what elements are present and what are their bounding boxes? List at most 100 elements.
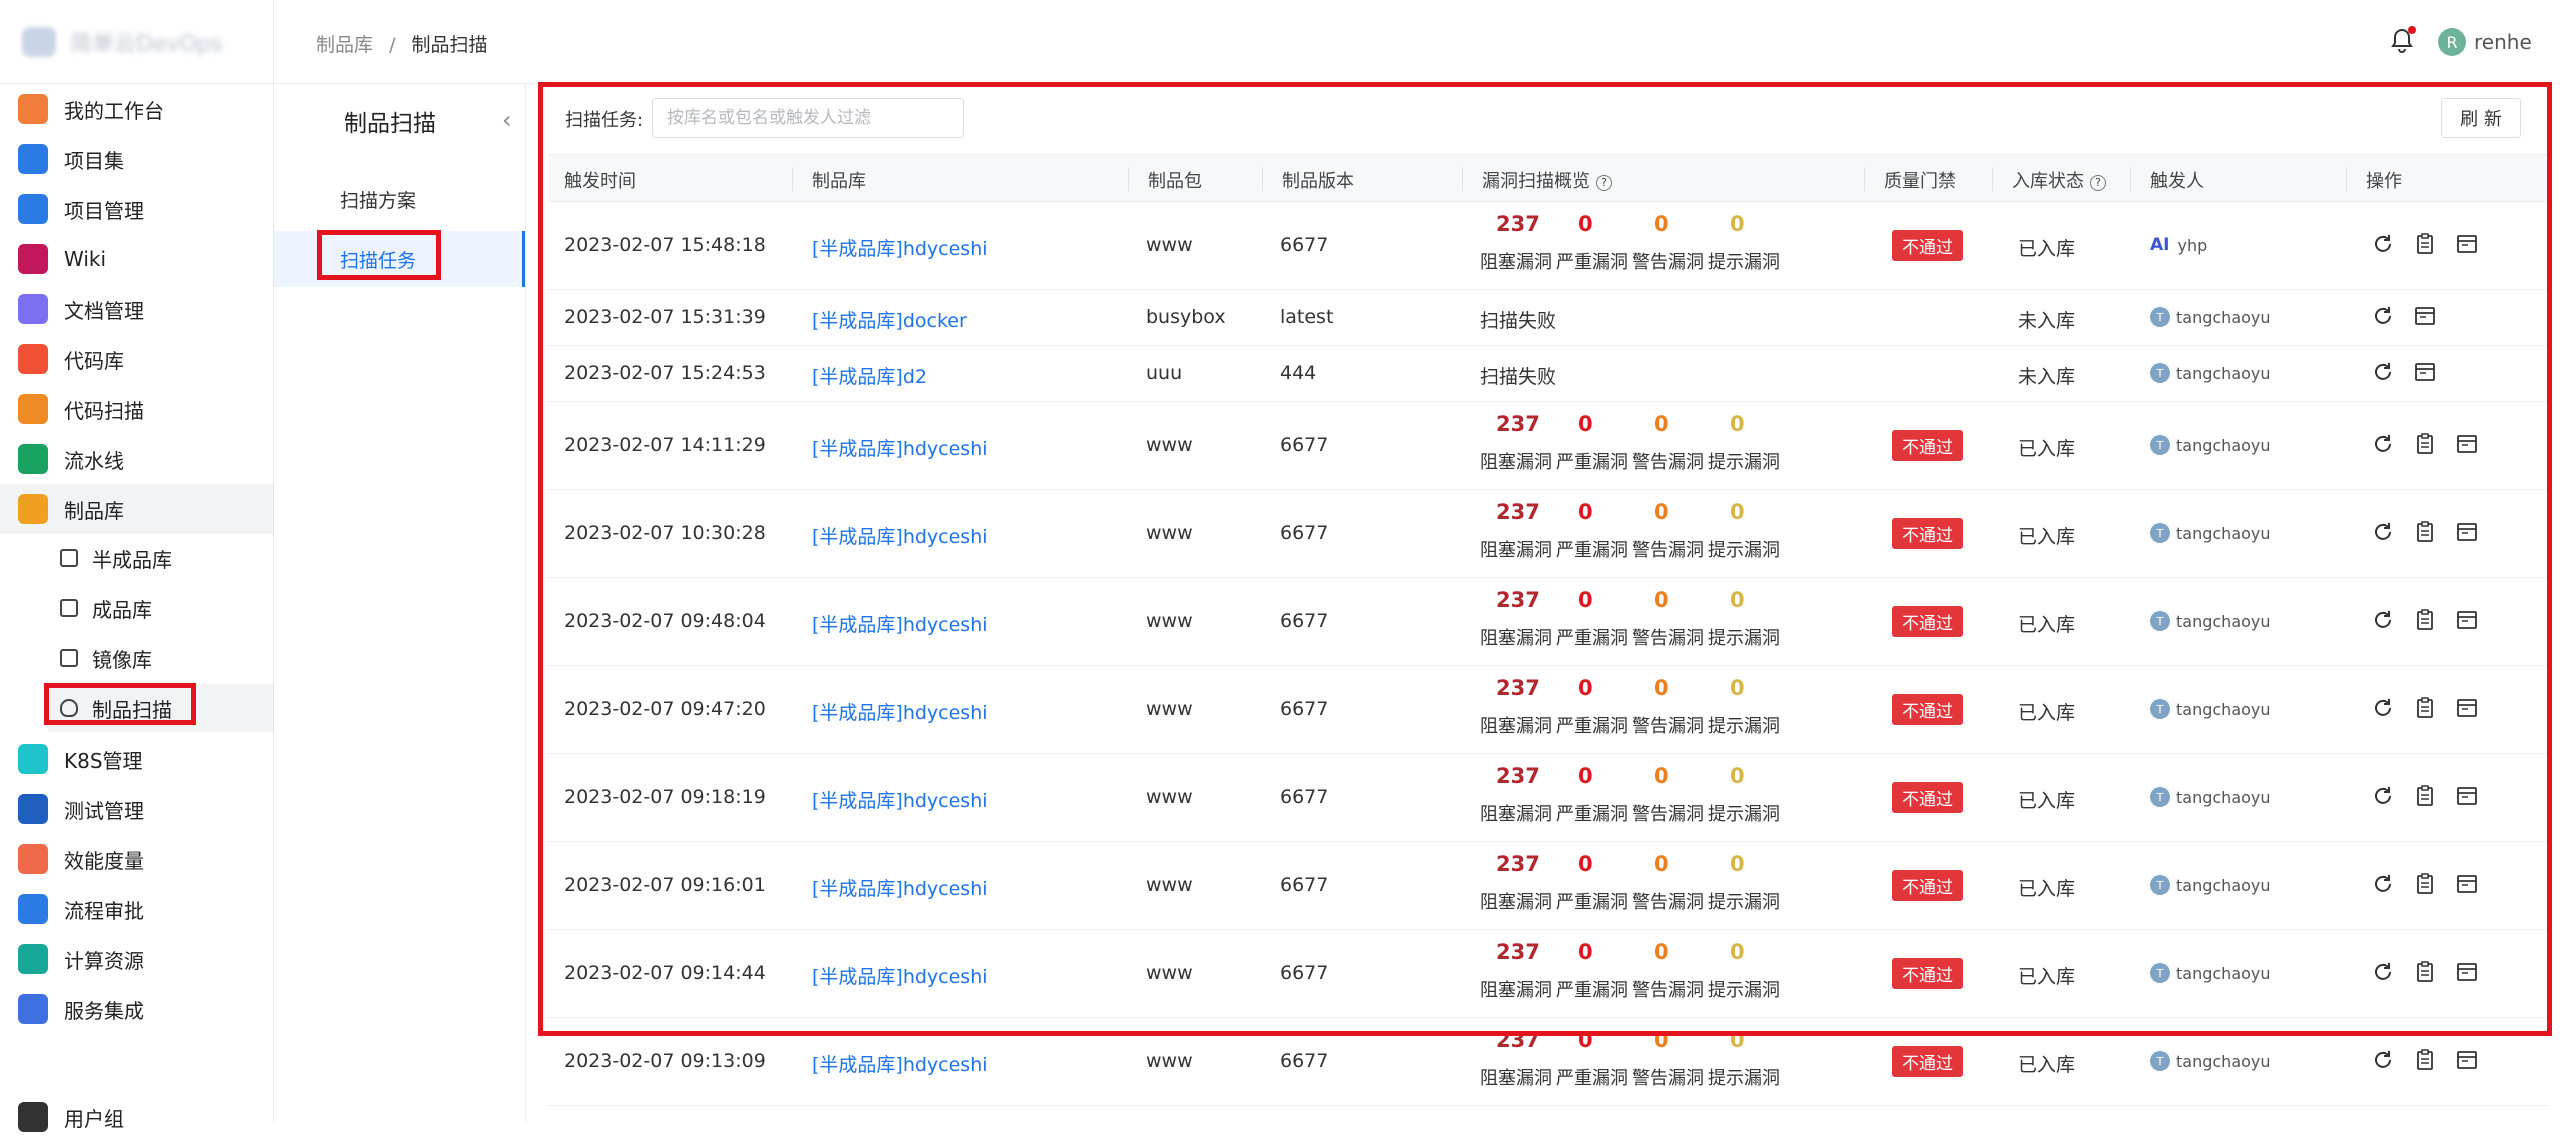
- cell-trigger-time: 2023-02-07 15:48:18: [564, 234, 766, 256]
- sidebar-subitem-label: 镜像库: [92, 647, 152, 672]
- sidebar-subitem-1[interactable]: 成品库: [48, 584, 273, 632]
- cell-repo-link[interactable]: [半成品库]hdyceshi: [812, 438, 988, 460]
- vuln-label: 严重漏洞: [1556, 892, 1628, 913]
- sidebar-item-folder[interactable]: 文档管理: [0, 284, 273, 334]
- sidebar-item-chart[interactable]: 效能度量: [0, 834, 273, 884]
- shield-icon: [60, 699, 78, 717]
- rescan-refresh-icon[interactable]: [2372, 361, 2394, 383]
- sidebar-item-label: 测试管理: [64, 798, 144, 823]
- help-circle-icon[interactable]: ?: [2090, 175, 2106, 191]
- rescan-refresh-icon[interactable]: [2372, 961, 2394, 983]
- user-avatar-icon: T: [2150, 787, 2170, 807]
- sidebar-item-scan-globe[interactable]: 代码扫描: [0, 384, 273, 434]
- sidebar-item-wiki[interactable]: Wiki: [0, 234, 273, 284]
- cell-repo-link[interactable]: [半成品库]hdyceshi: [812, 238, 988, 260]
- column-divider: [1462, 167, 1463, 191]
- sidebar-item-project-set[interactable]: 项目集: [0, 134, 273, 184]
- vuln-label: 阻塞漏洞: [1480, 716, 1552, 737]
- vuln-count: 0: [1578, 940, 1593, 964]
- cell-version: 6677: [1280, 434, 1329, 456]
- vuln-count: 237: [1496, 412, 1540, 436]
- sidebar-item-compute[interactable]: 计算资源: [0, 934, 273, 984]
- notification-bell-icon[interactable]: [2390, 26, 2416, 54]
- rescan-refresh-icon[interactable]: [2372, 233, 2394, 255]
- scan-log-icon[interactable]: [2414, 361, 2436, 383]
- menu-item-scan-plan[interactable]: 扫描方案: [340, 189, 417, 212]
- sidebar-item-chip[interactable]: 服务集成: [0, 984, 273, 1034]
- grid-icon: [60, 649, 78, 667]
- scan-log-icon[interactable]: [2456, 1049, 2478, 1071]
- rescan-refresh-icon[interactable]: [2372, 433, 2394, 455]
- scan-log-icon[interactable]: [2456, 785, 2478, 807]
- sidebar-item-label: 代码库: [64, 348, 124, 373]
- scan-log-icon[interactable]: [2456, 521, 2478, 543]
- scan-report-icon[interactable]: [2414, 521, 2436, 543]
- vuln-count: 237: [1496, 852, 1540, 876]
- cell-repo-link[interactable]: [半成品库]hdyceshi: [812, 614, 988, 636]
- scan-report-icon[interactable]: [2414, 873, 2436, 895]
- user-name[interactable]: renhe: [2474, 30, 2532, 54]
- sidebar-item-project-management[interactable]: 项目管理: [0, 184, 273, 234]
- cell-repo-link[interactable]: [半成品库]hdyceshi: [812, 1054, 988, 1076]
- rescan-refresh-icon[interactable]: [2372, 697, 2394, 719]
- scan-log-icon[interactable]: [2456, 233, 2478, 255]
- rescan-refresh-icon[interactable]: [2372, 1049, 2394, 1071]
- vuln-count: 0: [1730, 940, 1745, 964]
- cell-trigger-time: 2023-02-07 09:18:19: [564, 786, 766, 808]
- cell-repo-link[interactable]: [半成品库]hdyceshi: [812, 966, 988, 988]
- rescan-refresh-icon[interactable]: [2372, 873, 2394, 895]
- scan-report-icon[interactable]: [2414, 785, 2436, 807]
- sidebar-item-flow[interactable]: 流程审批: [0, 884, 273, 934]
- scan-report-icon[interactable]: [2414, 697, 2436, 719]
- sidebar-item-pipeline[interactable]: 流水线: [0, 434, 273, 484]
- rescan-refresh-icon[interactable]: [2372, 785, 2394, 807]
- cell-repo-link[interactable]: [半成品库]hdyceshi: [812, 790, 988, 812]
- sidebar-item-user-group[interactable]: 用户组: [0, 1092, 273, 1142]
- rescan-refresh-icon[interactable]: [2372, 521, 2394, 543]
- scan-log-icon[interactable]: [2456, 961, 2478, 983]
- rescan-refresh-icon[interactable]: [2372, 609, 2394, 631]
- scan-log-icon[interactable]: [2456, 873, 2478, 895]
- scan-report-icon[interactable]: [2414, 609, 2436, 631]
- brand-logo[interactable]: 简单云DevOps: [0, 0, 273, 84]
- cell-repo-link[interactable]: [半成品库]hdyceshi: [812, 878, 988, 900]
- sidebar-subitem-2[interactable]: 镜像库: [48, 634, 273, 682]
- rescan-refresh-icon[interactable]: [2372, 305, 2394, 327]
- cell-repo-link[interactable]: [半成品库]d2: [812, 366, 927, 388]
- scan-report-icon[interactable]: [2414, 233, 2436, 255]
- breadcrumb-item-artifact-repo[interactable]: 制品库: [316, 34, 374, 56]
- column-divider: [1992, 167, 1993, 191]
- scan-failed-text: 扫描失败: [1480, 310, 1557, 332]
- cell-repo-link[interactable]: [半成品库]docker: [812, 310, 967, 332]
- scan-log-icon[interactable]: [2456, 609, 2478, 631]
- cloud-logo-icon: [22, 26, 56, 57]
- flask-icon: [18, 794, 48, 824]
- refresh-button[interactable]: 刷 新: [2441, 98, 2521, 138]
- scan-report-icon[interactable]: [2414, 1049, 2436, 1071]
- sidebar-item-workbench[interactable]: 我的工作台: [0, 84, 273, 134]
- collapse-chevron-icon[interactable]: ‹: [502, 106, 512, 134]
- filter-search-input[interactable]: [652, 98, 964, 138]
- scan-report-icon[interactable]: [2414, 433, 2436, 455]
- scan-report-icon[interactable]: [2414, 961, 2436, 983]
- user-avatar[interactable]: R: [2438, 28, 2466, 56]
- cell-repo-link[interactable]: [半成品库]hdyceshi: [812, 526, 988, 548]
- sidebar-subitem-0[interactable]: 半成品库: [48, 534, 273, 582]
- sidebar-item-k8s-helm[interactable]: K8S管理: [0, 734, 273, 784]
- sidebar-item-git[interactable]: 代码库: [0, 334, 273, 384]
- sidebar-item-flask[interactable]: 测试管理: [0, 784, 273, 834]
- vuln-count: 0: [1654, 940, 1669, 964]
- scan-log-icon[interactable]: [2456, 697, 2478, 719]
- cell-repo-link[interactable]: [半成品库]hdyceshi: [812, 702, 988, 724]
- scan-log-icon[interactable]: [2456, 433, 2478, 455]
- breadcrumb-item-current: 制品扫描: [411, 34, 488, 56]
- col-quality-gate: 质量门禁: [1884, 171, 1956, 192]
- col-trigger-time: 触发时间: [564, 171, 636, 192]
- sidebar-item-artifact[interactable]: 制品库: [0, 484, 273, 534]
- cell-package: www: [1146, 962, 1193, 984]
- notification-dot: [2408, 26, 2416, 34]
- cell-version: 444: [1280, 362, 1317, 384]
- scan-log-icon[interactable]: [2414, 305, 2436, 327]
- help-circle-icon[interactable]: ?: [1596, 175, 1612, 191]
